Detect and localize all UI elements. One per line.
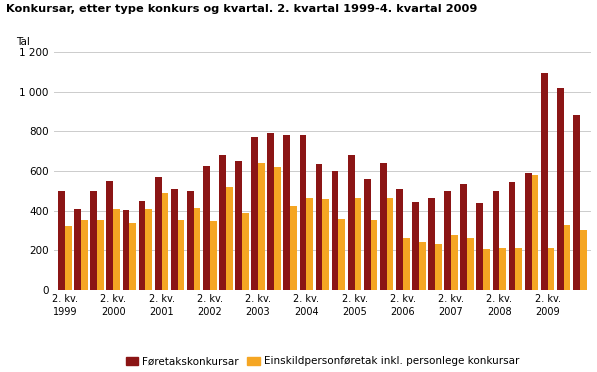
- Bar: [338, 219, 345, 290]
- Bar: [419, 241, 426, 290]
- Bar: [235, 161, 242, 290]
- Bar: [97, 220, 104, 290]
- Bar: [122, 210, 130, 290]
- Bar: [547, 247, 555, 290]
- Bar: [210, 221, 217, 290]
- Bar: [483, 250, 490, 290]
- Bar: [499, 247, 506, 290]
- Text: Konkursar, etter type konkurs og kvartal. 2. kvartal 1999-4. kvartal 2009: Konkursar, etter type konkurs og kvartal…: [6, 4, 478, 14]
- Bar: [59, 191, 65, 290]
- Bar: [187, 191, 193, 290]
- Bar: [322, 199, 329, 290]
- Bar: [203, 166, 210, 290]
- Bar: [380, 163, 387, 290]
- Bar: [564, 225, 571, 290]
- Y-axis label: Tal: Tal: [16, 37, 30, 47]
- Bar: [258, 163, 265, 290]
- Bar: [155, 177, 162, 290]
- Bar: [106, 181, 113, 290]
- Bar: [467, 238, 474, 290]
- Bar: [177, 220, 184, 290]
- Bar: [274, 167, 281, 290]
- Bar: [444, 191, 451, 290]
- Bar: [74, 209, 81, 290]
- Bar: [251, 137, 258, 290]
- Bar: [396, 189, 403, 290]
- Bar: [531, 175, 538, 290]
- Bar: [493, 191, 499, 290]
- Bar: [435, 244, 442, 290]
- Bar: [219, 155, 226, 290]
- Bar: [130, 223, 136, 290]
- Legend: Føretakskonkursar, Einskildpersonføretak inkl. personlege konkursar: Føretakskonkursar, Einskildpersonføretak…: [121, 352, 524, 371]
- Bar: [387, 198, 393, 290]
- Bar: [242, 213, 249, 290]
- Bar: [162, 193, 168, 290]
- Bar: [81, 220, 88, 290]
- Bar: [371, 220, 377, 290]
- Bar: [557, 88, 564, 290]
- Bar: [364, 179, 371, 290]
- Bar: [290, 206, 297, 290]
- Bar: [509, 182, 515, 290]
- Bar: [316, 164, 322, 290]
- Bar: [348, 155, 355, 290]
- Bar: [284, 135, 290, 290]
- Bar: [573, 115, 580, 290]
- Bar: [90, 191, 97, 290]
- Bar: [267, 134, 274, 290]
- Bar: [226, 187, 233, 290]
- Bar: [428, 198, 435, 290]
- Bar: [412, 202, 419, 290]
- Bar: [580, 230, 586, 290]
- Bar: [541, 73, 547, 290]
- Bar: [193, 208, 201, 290]
- Bar: [332, 171, 338, 290]
- Bar: [113, 209, 120, 290]
- Bar: [476, 203, 483, 290]
- Bar: [65, 226, 72, 290]
- Bar: [403, 238, 410, 290]
- Bar: [146, 209, 152, 290]
- Bar: [451, 235, 458, 290]
- Bar: [306, 198, 313, 290]
- Bar: [525, 173, 531, 290]
- Bar: [139, 201, 146, 290]
- Bar: [460, 184, 467, 290]
- Bar: [171, 189, 177, 290]
- Bar: [300, 135, 306, 290]
- Bar: [355, 198, 361, 290]
- Bar: [515, 248, 522, 290]
